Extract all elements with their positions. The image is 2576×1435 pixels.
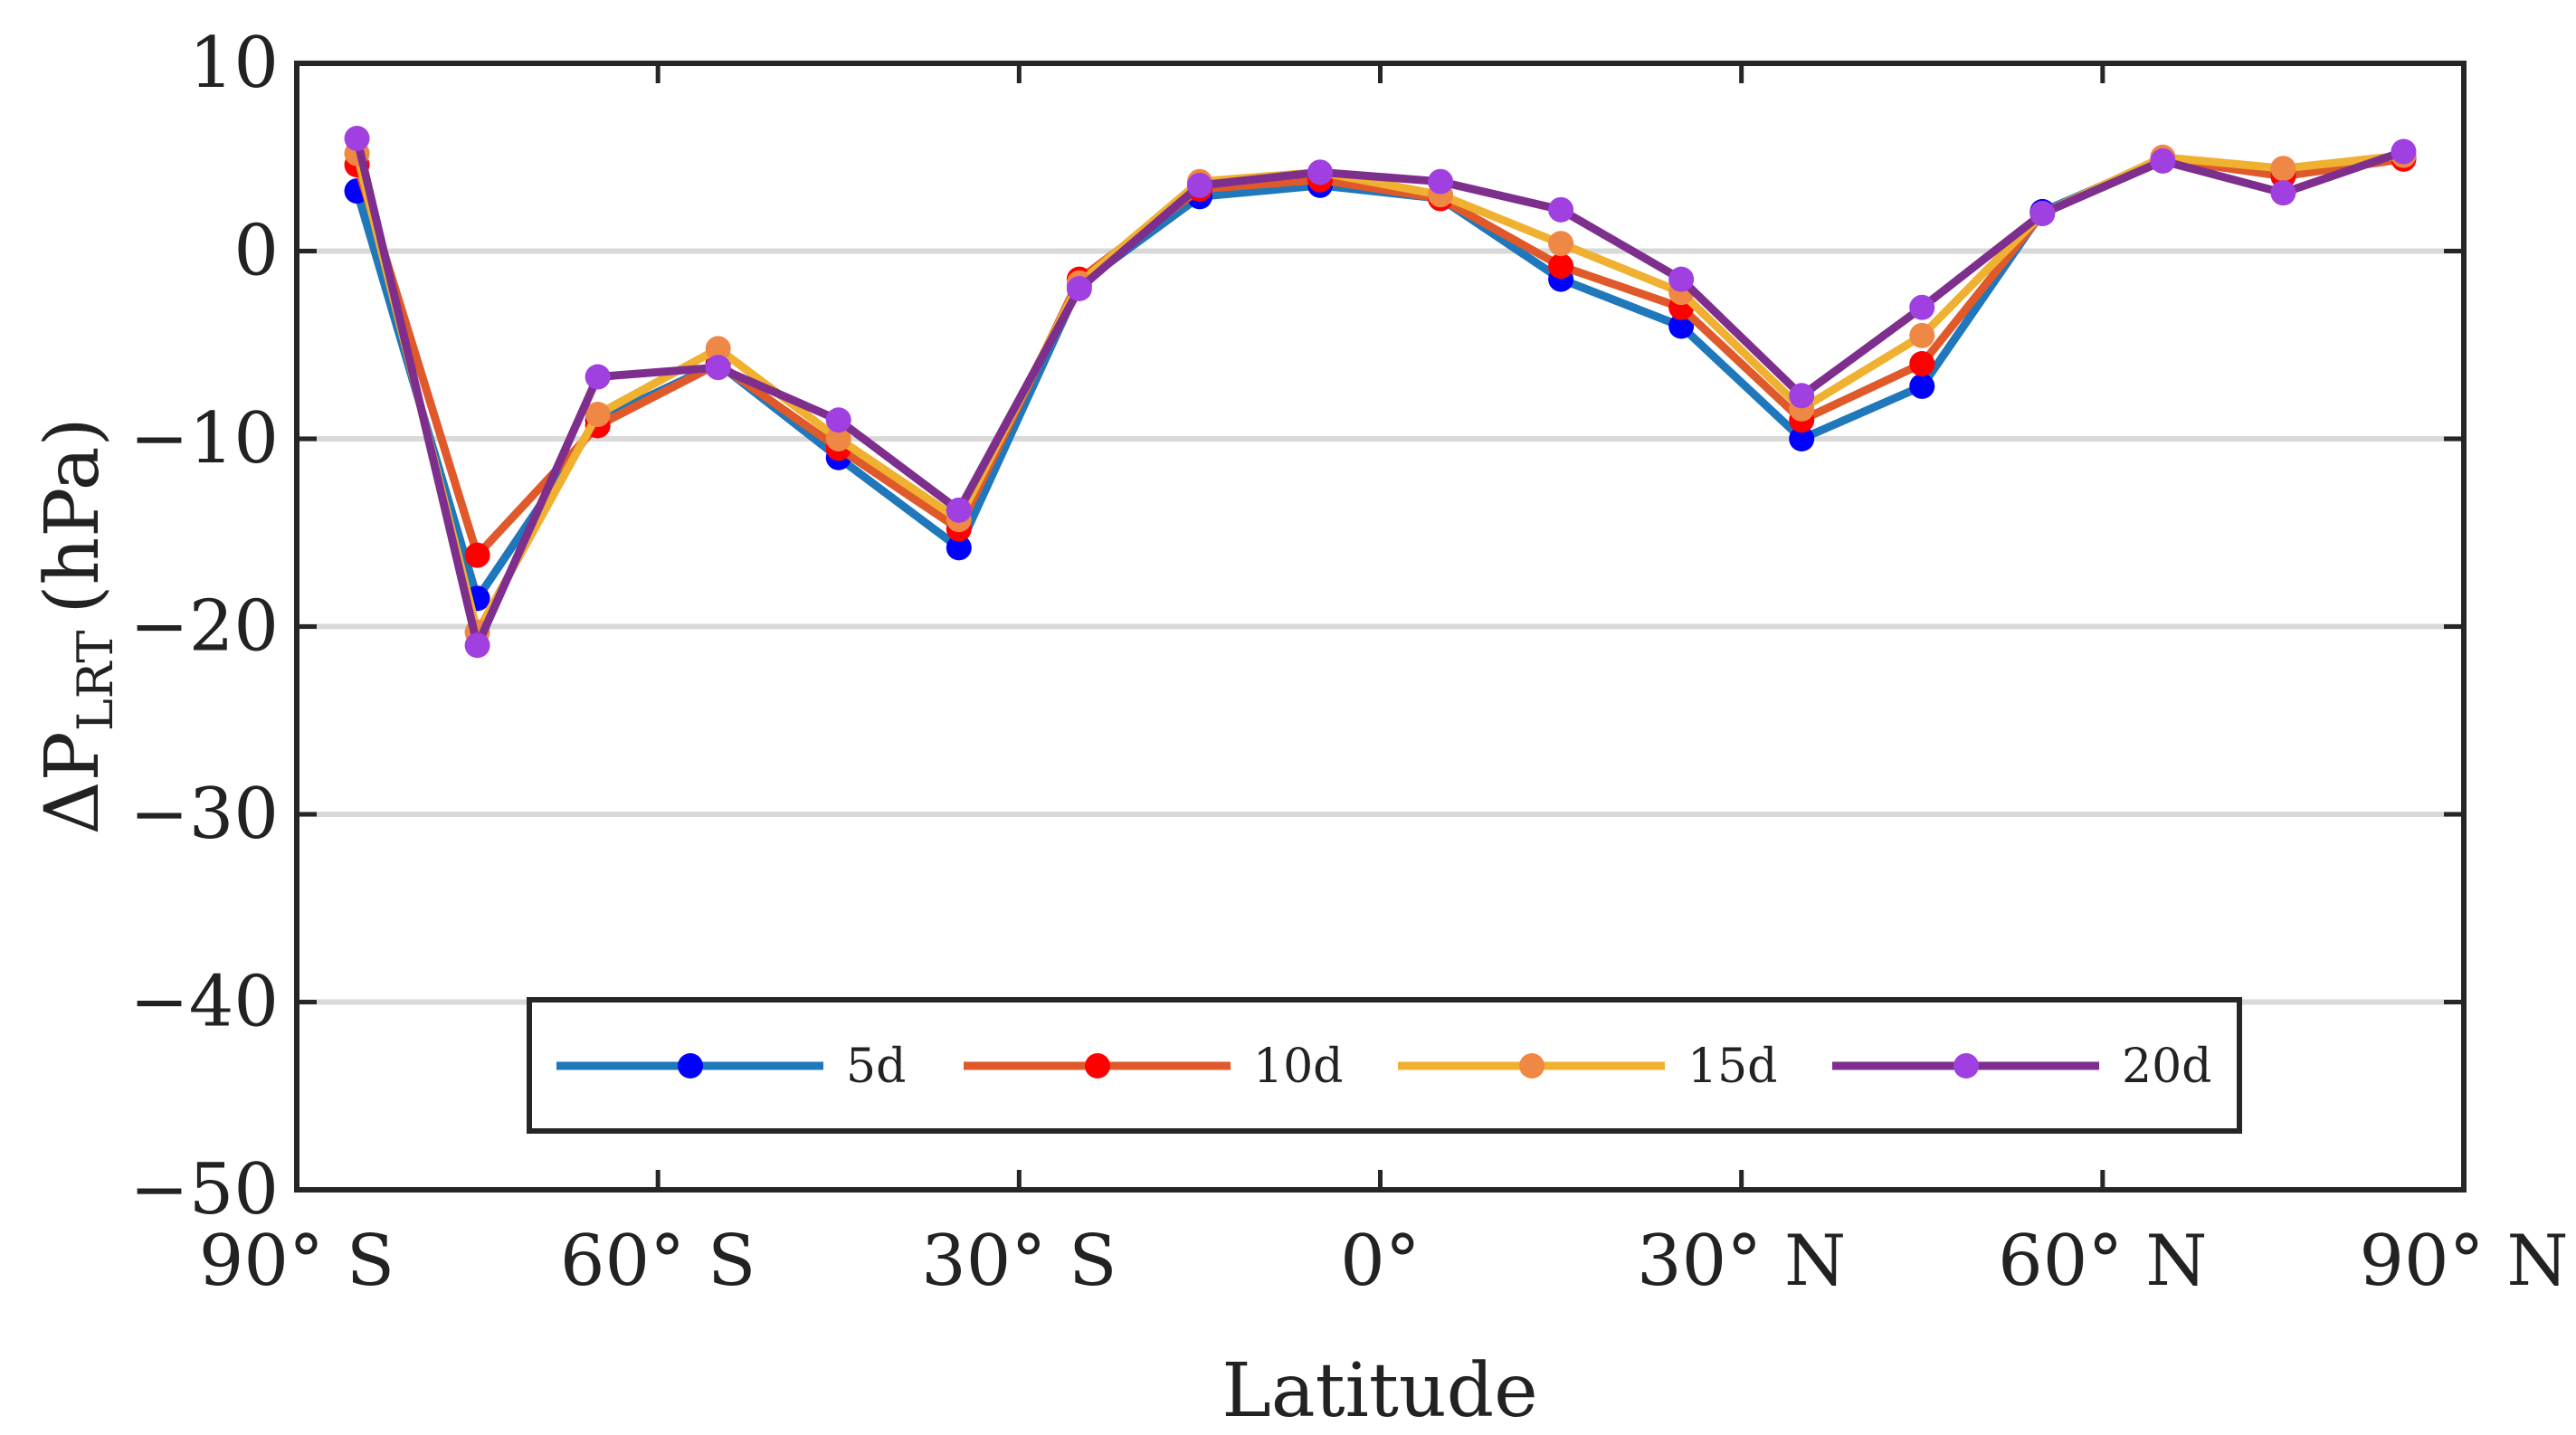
data-point-20d <box>1066 276 1092 301</box>
data-point-20d <box>1668 266 1695 292</box>
series-line-10d <box>353 155 2408 560</box>
y-tick-label: 10 <box>189 23 279 104</box>
series-20d <box>344 126 2417 659</box>
legend: 5d 10d 15d 20d <box>527 997 2242 1134</box>
data-point-20d <box>1909 294 1935 320</box>
legend-label-10d: 10d <box>1253 1040 1343 1094</box>
data-point-15d <box>1909 322 1935 348</box>
y-tick-label: −20 <box>129 586 279 668</box>
data-point-20d <box>1428 168 1454 195</box>
label-layer: Latitude ΔPLRT (hPa) <box>30 417 1538 1434</box>
legend-marker-20d <box>1953 1053 1979 1079</box>
legend-marker-10d <box>1085 1053 1110 1079</box>
data-point-20d <box>705 355 731 381</box>
data-point-20d <box>464 632 490 659</box>
y-tick-label: −30 <box>129 774 279 855</box>
data-point-15d <box>1548 231 1574 257</box>
data-point-20d <box>1186 172 1212 198</box>
y-tick-label: −10 <box>129 398 279 480</box>
y-axis-title-symbol: ΔP <box>30 731 116 834</box>
data-point-15d <box>585 402 611 428</box>
y-tick-label: 0 <box>233 211 279 292</box>
y-tick-label: −50 <box>129 1149 279 1231</box>
data-point-5d <box>946 535 972 561</box>
legend-marker-15d <box>1519 1053 1545 1079</box>
series-10d <box>344 146 2417 568</box>
series-5d <box>344 144 2417 612</box>
data-point-15d <box>825 426 851 451</box>
data-point-20d <box>825 407 851 433</box>
legend-label-15d: 15d <box>1687 1040 1777 1094</box>
legend-entry-15d: 15d <box>1398 1040 1777 1094</box>
data-point-5d <box>1668 313 1695 339</box>
data-point-20d <box>2150 147 2176 174</box>
data-point-10d <box>1548 253 1574 280</box>
x-tick-label: 90° S <box>199 1221 394 1302</box>
x-tick-label: 60° N <box>1998 1221 2207 1302</box>
legend-label-20d: 20d <box>2122 1040 2211 1094</box>
y-tick-label: −40 <box>129 962 279 1043</box>
data-point-20d <box>1307 159 1333 185</box>
y-axis-title-unit: (hPa) <box>30 417 116 613</box>
data-point-20d <box>1548 196 1574 223</box>
x-tick-label: 60° S <box>560 1221 756 1302</box>
data-point-20d <box>585 364 611 390</box>
x-tick-label: 30° S <box>921 1221 1117 1302</box>
y-axis-title: ΔPLRT (hPa) <box>30 417 124 834</box>
grid-layer <box>297 248 2464 1005</box>
data-point-20d <box>344 126 370 151</box>
x-axis-title: Latitude <box>1221 1348 1537 1434</box>
data-point-15d <box>705 336 731 362</box>
x-tick-label: 90° N <box>2359 1221 2568 1302</box>
series-layer <box>344 126 2417 659</box>
legend-entry-10d: 10d <box>964 1040 1343 1094</box>
legend-marker-5d <box>678 1053 703 1079</box>
x-tick-label: 30° N <box>1637 1221 1846 1302</box>
data-point-10d <box>464 542 490 568</box>
legend-label-5d: 5d <box>846 1040 906 1094</box>
y-axis-title-subscript: LRT <box>67 631 124 732</box>
data-point-5d <box>1789 426 1815 451</box>
series-line-20d <box>353 134 2408 650</box>
data-point-20d <box>2391 138 2417 165</box>
legend-entry-5d: 5d <box>556 1040 906 1094</box>
legend-entry-20d: 20d <box>1832 1040 2211 1094</box>
data-point-15d <box>2270 156 2296 182</box>
data-point-20d <box>946 497 972 523</box>
data-point-20d <box>2270 180 2296 206</box>
data-point-10d <box>1909 351 1935 376</box>
data-point-5d <box>1909 373 1935 399</box>
data-point-20d <box>1789 383 1815 409</box>
data-point-20d <box>2029 201 2056 226</box>
x-tick-label: 0° <box>1340 1221 1421 1302</box>
